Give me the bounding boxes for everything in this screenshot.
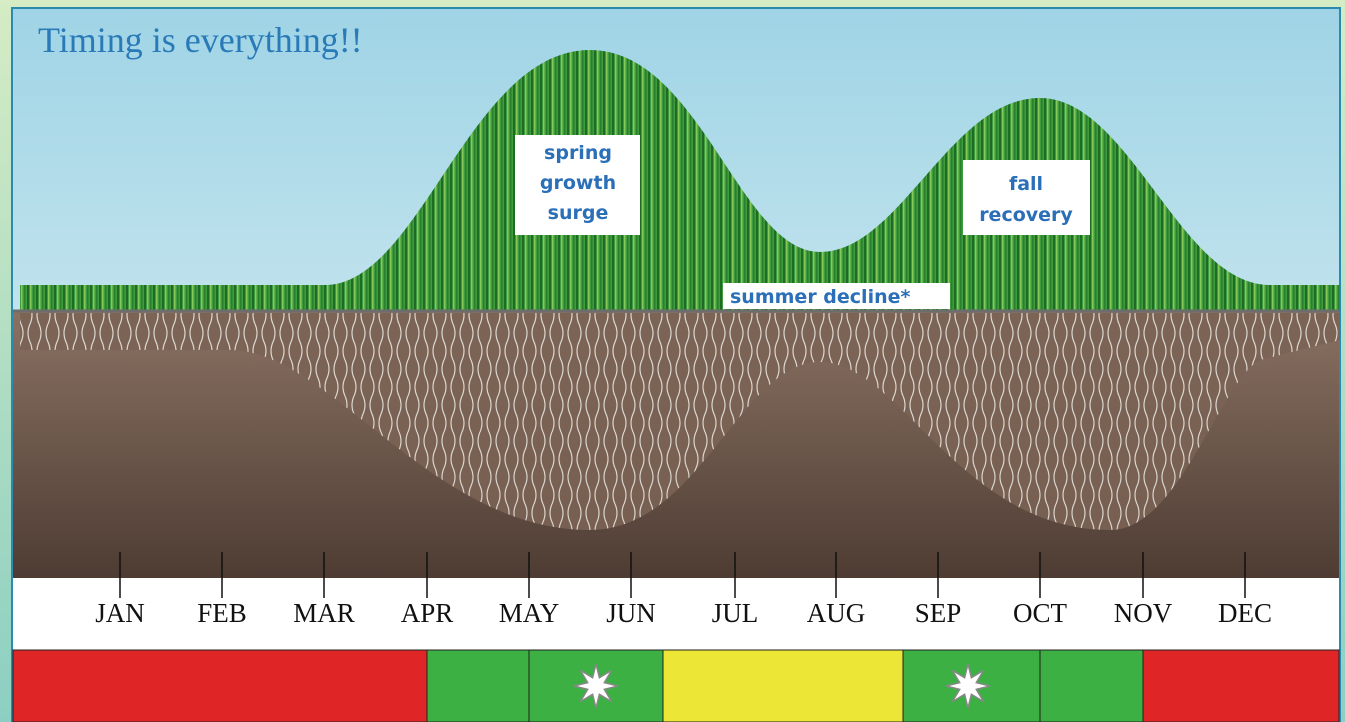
month-label: AUG <box>807 598 866 628</box>
annotation: fall <box>1009 173 1043 195</box>
bar-segment <box>1142 649 1340 722</box>
annotation: surge <box>548 202 609 224</box>
annotation: growth <box>540 172 616 194</box>
bar-segment <box>426 649 530 722</box>
annotation: summer decline* <box>730 286 910 308</box>
month-label: OCT <box>1013 598 1068 628</box>
bar-segment <box>662 649 904 722</box>
month-label: DEC <box>1218 598 1272 628</box>
month-band <box>13 578 1339 650</box>
label-box <box>723 283 950 309</box>
month-label: APR <box>401 598 454 628</box>
title: Timing is everything!! <box>38 20 363 60</box>
month-label: JUL <box>712 598 759 628</box>
bar-segment <box>1039 649 1144 722</box>
annotation: spring <box>544 142 612 164</box>
month-label: MAR <box>293 598 355 628</box>
month-label: MAY <box>499 598 560 628</box>
month-label: JUN <box>606 598 656 628</box>
star <box>945 663 991 709</box>
grass <box>20 50 1340 312</box>
timing-bar <box>12 649 1340 722</box>
month-label: SEP <box>915 598 962 628</box>
month-label: JAN <box>95 598 145 628</box>
star <box>573 663 619 709</box>
label-box <box>515 135 640 235</box>
roots <box>20 313 1340 530</box>
bar-segment <box>12 649 428 722</box>
month-label: NOV <box>1114 598 1173 628</box>
month-label: FEB <box>197 598 247 628</box>
annotation: recovery <box>979 204 1073 226</box>
label-box <box>963 160 1090 235</box>
